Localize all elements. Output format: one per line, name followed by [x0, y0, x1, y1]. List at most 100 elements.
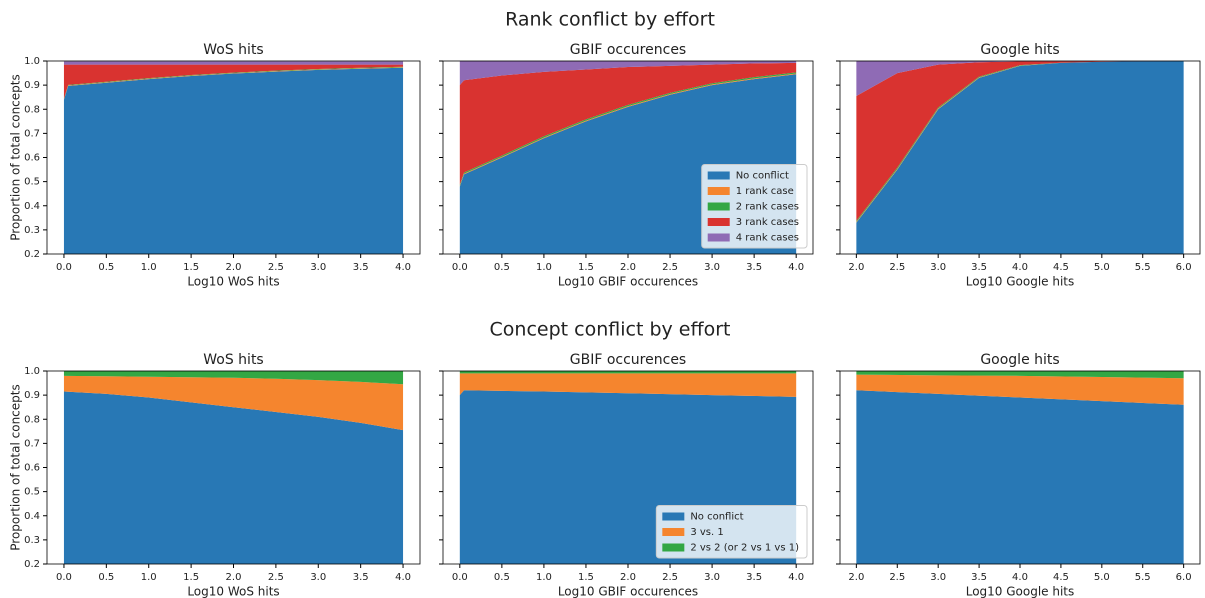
x-axis-label: Log10 WoS hits [187, 585, 279, 598]
area [63, 375, 404, 431]
legend-swatch [662, 512, 685, 521]
legend-swatch [662, 528, 685, 536]
x-tick-label: 1.5 [183, 262, 199, 273]
y-tick-label: 0.6 [24, 153, 40, 164]
x-tick-label: 4.0 [1012, 262, 1028, 273]
chart-title: GBIF occurences [570, 42, 686, 58]
y-tick-label: 0.3 [24, 535, 40, 546]
x-tick-label: 1.0 [141, 572, 157, 583]
plot-area [856, 61, 1184, 254]
x-tick-label: 0.5 [98, 262, 114, 273]
chart-title: Google hits [980, 352, 1059, 368]
x-tick-label: 2.0 [226, 572, 242, 583]
x-tick-label: 6.0 [1176, 262, 1192, 273]
legend-swatch [707, 218, 730, 226]
x-tick-label: 1.0 [536, 262, 552, 273]
y-tick-label: 0.5 [24, 487, 40, 498]
x-tick-label: 2.5 [889, 572, 905, 583]
area [63, 61, 404, 65]
legend-label: No conflict [736, 171, 789, 182]
plot-area [856, 371, 1184, 564]
area [856, 61, 1184, 221]
x-tick-label: 2.5 [889, 262, 905, 273]
legend-swatch [707, 233, 730, 242]
x-tick-label: 0.0 [56, 572, 72, 583]
legend-label: 2 vs 2 (or 2 vs 1 vs 1) [690, 543, 799, 554]
figure-title: Concept conflict by effort [490, 319, 731, 341]
x-tick-label: 3.5 [746, 572, 762, 583]
x-axis-label: Log10 WoS hits [187, 275, 279, 289]
x-tick-label: 3.0 [310, 572, 326, 583]
x-tick-label: 1.5 [183, 572, 199, 583]
area [459, 373, 797, 397]
legend-label: 1 rank case [736, 186, 794, 197]
x-tick-label: 5.5 [1135, 262, 1151, 273]
area [856, 371, 1184, 379]
x-tick-label: 2.0 [620, 572, 636, 583]
area [856, 61, 1184, 96]
y-tick-label: 0.8 [24, 104, 40, 115]
x-tick-label: 3.0 [704, 572, 720, 583]
x-tick-label: 3.0 [930, 262, 946, 273]
area [856, 374, 1184, 405]
x-tick-label: 3.0 [930, 572, 946, 583]
x-axis-label: Log10 GBIF occurences [558, 275, 698, 289]
x-axis-label: Log10 Google hits [966, 275, 1075, 289]
area [63, 64, 404, 99]
y-tick-label: 0.2 [24, 249, 40, 260]
x-tick-label: 0.5 [494, 262, 510, 273]
legend-label: No conflict [690, 512, 743, 523]
x-tick-label: 0.0 [452, 262, 468, 273]
area [63, 67, 404, 254]
chart-title: WoS hits [203, 352, 263, 368]
x-tick-label: 3.0 [704, 262, 720, 273]
legend-swatch [707, 171, 730, 180]
area [459, 371, 797, 374]
x-tick-label: 0.0 [452, 572, 468, 583]
x-tick-label: 2.5 [662, 262, 678, 273]
x-tick-label: 0.5 [494, 572, 510, 583]
figure-title: Rank conflict by effort [505, 9, 715, 31]
y-axis-label: Proportion of total concepts [9, 384, 23, 550]
chart-title: WoS hits [203, 42, 263, 58]
x-tick-label: 4.0 [1012, 572, 1028, 583]
y-tick-label: 0.9 [24, 80, 40, 91]
area [856, 390, 1184, 564]
x-tick-label: 5.0 [1094, 572, 1110, 583]
chart-title: Google hits [980, 42, 1059, 58]
area [459, 62, 797, 185]
plot-area [63, 61, 404, 254]
x-axis-label: Log10 Google hits [966, 585, 1075, 598]
y-tick-label: 0.7 [24, 128, 40, 139]
plot-area [63, 371, 404, 564]
area [63, 371, 404, 385]
x-axis-label: Log10 GBIF occurences [558, 585, 698, 598]
y-tick-label: 0.8 [24, 414, 40, 425]
legend-box [655, 505, 808, 559]
x-tick-label: 4.0 [395, 262, 411, 273]
x-tick-label: 6.0 [1176, 572, 1192, 583]
x-tick-label: 4.0 [788, 262, 804, 273]
x-tick-label: 2.5 [662, 572, 678, 583]
y-tick-label: 0.6 [24, 463, 40, 474]
x-tick-label: 2.0 [226, 262, 242, 273]
y-tick-label: 0.4 [24, 511, 40, 522]
x-tick-label: 0.5 [98, 572, 114, 583]
x-tick-label: 2.5 [268, 572, 284, 583]
legend-swatch [662, 543, 685, 552]
y-tick-label: 0.3 [24, 225, 40, 236]
x-tick-label: 5.5 [1135, 572, 1151, 583]
area [63, 391, 404, 564]
legend-label: 4 rank cases [736, 233, 799, 244]
x-tick-label: 5.0 [1094, 262, 1110, 273]
y-tick-label: 0.2 [24, 559, 40, 570]
legend-label: 2 rank cases [736, 202, 799, 213]
y-tick-label: 0.5 [24, 177, 40, 188]
y-tick-label: 0.9 [24, 390, 40, 401]
x-tick-label: 4.0 [395, 572, 411, 583]
y-tick-label: 1.0 [24, 56, 40, 67]
x-tick-label: 2.0 [848, 572, 864, 583]
y-axis-label: Proportion of total concepts [9, 74, 23, 240]
x-tick-label: 2.0 [620, 262, 636, 273]
